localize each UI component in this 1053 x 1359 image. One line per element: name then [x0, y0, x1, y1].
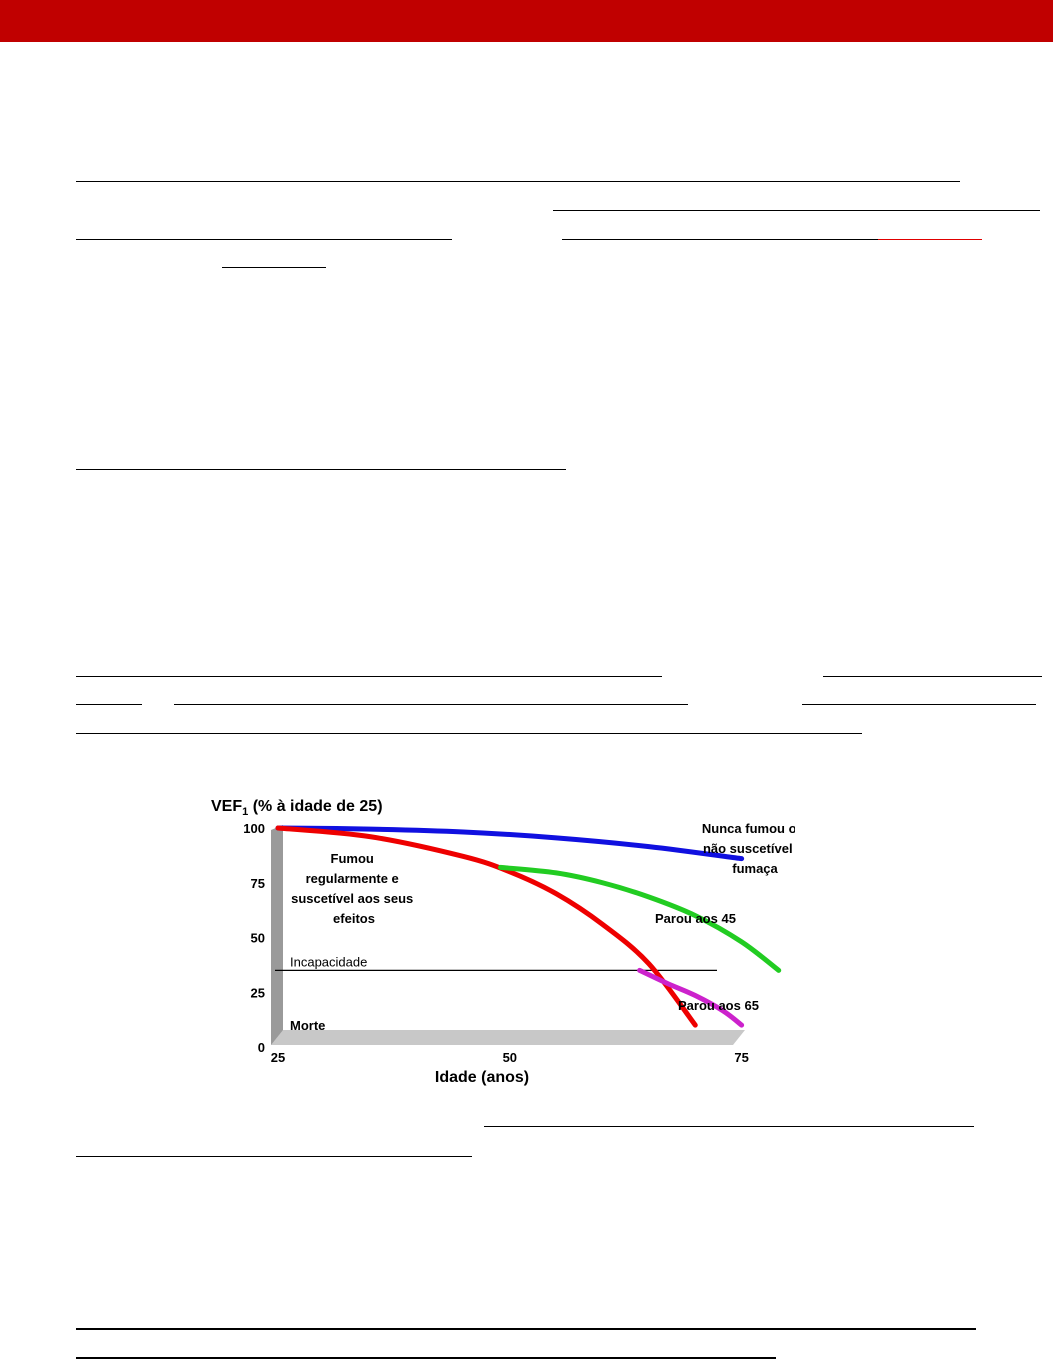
- text-underline: [823, 676, 1042, 677]
- text-underline: [76, 704, 142, 705]
- y-tick-label: 25: [251, 985, 265, 1000]
- text-underline: [222, 267, 326, 268]
- y-axis-bar: [271, 825, 283, 1045]
- y-tick-label: 100: [243, 821, 265, 836]
- text-underline: [76, 469, 566, 470]
- x-axis-bar: [271, 1030, 745, 1045]
- never-smoked-line: [275, 825, 745, 862]
- chart-title: VEF1 (% à idade de 25): [211, 798, 383, 818]
- y-tick-label: 75: [251, 876, 265, 891]
- y-tick-label: 0: [258, 1040, 265, 1055]
- text-underline: [562, 239, 878, 240]
- y-tick-label: 50: [251, 931, 265, 946]
- text-underline: [802, 704, 1036, 705]
- x-tick-label: 25: [271, 1050, 285, 1065]
- stopped-45-line: [498, 864, 782, 973]
- series-label-never-smoked: Nunca fumou ou não suscetível à fumaça: [702, 821, 795, 876]
- text-underline: [174, 704, 688, 705]
- text-underline: [484, 1126, 974, 1127]
- morte-label: Morte: [290, 1018, 325, 1033]
- text-underline: [76, 181, 960, 182]
- header-bar: [0, 0, 1053, 42]
- series-label-stopped-65: Parou aos 65: [678, 998, 759, 1013]
- text-underline: [76, 239, 452, 240]
- incapacidade-label: Incapacidade: [290, 954, 367, 969]
- text-underline: [76, 733, 862, 734]
- stopped-65-line: [637, 967, 745, 1028]
- text-underline: [76, 1357, 776, 1359]
- x-tick-label: 50: [503, 1050, 517, 1065]
- text-underline: [76, 676, 662, 677]
- text-underline: [76, 1156, 472, 1157]
- text-underline: [76, 1328, 976, 1330]
- x-tick-label: 75: [734, 1050, 748, 1065]
- fev1-decline-chart: VEF1 (% à idade de 25) 0 25 50 75 100 25 50 75…: [211, 798, 795, 1086]
- text-underline: [878, 239, 982, 240]
- series-label-stopped-45: Parou aos 45: [655, 911, 736, 926]
- x-axis-label: Idade (anos): [435, 1069, 529, 1086]
- series-label-smoker: Fumou regularmente e suscetível aos seus…: [291, 851, 417, 926]
- text-underline: [553, 210, 1040, 211]
- smoker-line: [275, 825, 698, 1028]
